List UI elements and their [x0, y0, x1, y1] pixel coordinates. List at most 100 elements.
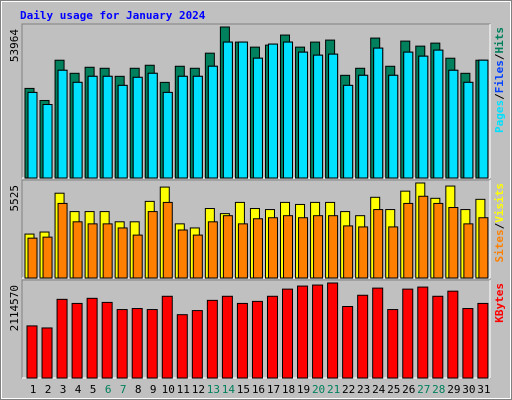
bar: [86, 297, 98, 379]
y-tick-label: 5525: [8, 185, 21, 212]
x-tick-label: 31: [477, 383, 490, 396]
x-tick-label: 8: [135, 383, 142, 396]
bar: [373, 47, 384, 179]
bar: [327, 282, 339, 379]
bar: [313, 215, 324, 279]
x-tick-label: 18: [282, 383, 295, 396]
x-tick-label: 3: [60, 383, 67, 396]
legend: Pages/Files/Hits: [493, 27, 506, 133]
x-tick-label: 29: [447, 383, 460, 396]
x-tick-label: 4: [75, 383, 82, 396]
bar: [283, 215, 294, 279]
x-tick-label: 14: [222, 383, 236, 396]
y-tick-label: 53964: [8, 29, 21, 62]
bar: [343, 84, 354, 179]
bar: [252, 218, 263, 279]
x-tick-label: 10: [162, 383, 175, 396]
bar: [433, 202, 444, 279]
legend-entry: Sites: [493, 229, 506, 262]
legend-separator: /: [493, 222, 506, 229]
bar: [191, 310, 203, 379]
x-tick-label: 28: [432, 383, 445, 396]
bar: [117, 227, 128, 279]
x-tick-label: 1: [30, 383, 37, 396]
bar: [283, 41, 294, 179]
bar: [418, 55, 429, 179]
bar: [206, 299, 218, 379]
bar: [102, 223, 113, 279]
bar: [237, 223, 248, 279]
y-tick-label: 2114570: [8, 285, 21, 331]
bar: [298, 51, 309, 179]
x-tick-label: 16: [252, 383, 265, 396]
x-tick-label: 22: [342, 383, 355, 396]
legend-entry: Pages: [493, 100, 506, 133]
bar: [358, 226, 369, 279]
x-tick-label: 30: [462, 383, 475, 396]
legend: KBytes: [493, 283, 506, 323]
x-tick-label: 25: [387, 383, 400, 396]
bar: [27, 91, 38, 179]
bar: [192, 75, 203, 179]
bar: [162, 91, 173, 179]
bar: [313, 54, 324, 179]
x-tick-label: 11: [177, 383, 190, 396]
bar: [403, 202, 414, 279]
bar: [161, 295, 173, 379]
x-tick-label: 26: [402, 383, 415, 396]
bar: [87, 75, 98, 179]
legend-entry: Files: [493, 60, 506, 93]
x-tick-label: 21: [327, 383, 340, 396]
bar: [147, 211, 158, 279]
bar: [117, 84, 128, 179]
legend-separator: /: [493, 93, 506, 100]
x-tick-label: 17: [267, 383, 280, 396]
bar: [207, 65, 218, 179]
bar: [42, 104, 53, 179]
bar: [176, 314, 188, 379]
bar: [56, 298, 68, 379]
legend-entry: Visits: [493, 183, 506, 223]
bar: [222, 215, 233, 279]
bar: [478, 59, 489, 179]
bar: [177, 75, 188, 179]
bar: [432, 295, 444, 379]
bar: [417, 286, 429, 379]
legend-entry: KBytes: [493, 283, 506, 323]
x-tick-label: 2: [45, 383, 52, 396]
bar: [372, 287, 384, 379]
bar: [418, 195, 429, 279]
bar: [101, 301, 113, 379]
bar: [147, 72, 158, 179]
x-tick-label: 5: [90, 383, 97, 396]
bar: [146, 309, 158, 379]
x-tick-label: 23: [357, 383, 370, 396]
x-tick-label: 15: [237, 383, 250, 396]
bar: [358, 74, 369, 179]
bar: [328, 53, 339, 179]
legend-entry: Hits: [493, 27, 506, 54]
bar: [357, 294, 369, 379]
bar: [42, 236, 53, 279]
bar: [162, 201, 173, 279]
bar: [282, 288, 294, 379]
bar: [447, 290, 459, 379]
bar: [57, 202, 68, 279]
bar: [72, 81, 83, 179]
bar: [298, 217, 309, 279]
bar: [41, 327, 53, 379]
bar: [267, 43, 278, 179]
bar: [252, 57, 263, 179]
bar: [237, 41, 248, 179]
bar: [448, 207, 459, 279]
bar: [207, 221, 218, 279]
bar: [251, 300, 263, 379]
bar: [328, 215, 339, 279]
bar: [266, 295, 278, 379]
bar: [132, 76, 143, 179]
x-tick-label: 6: [105, 383, 112, 396]
x-tick-label: 24: [372, 383, 386, 396]
x-tick-label: 27: [417, 383, 430, 396]
